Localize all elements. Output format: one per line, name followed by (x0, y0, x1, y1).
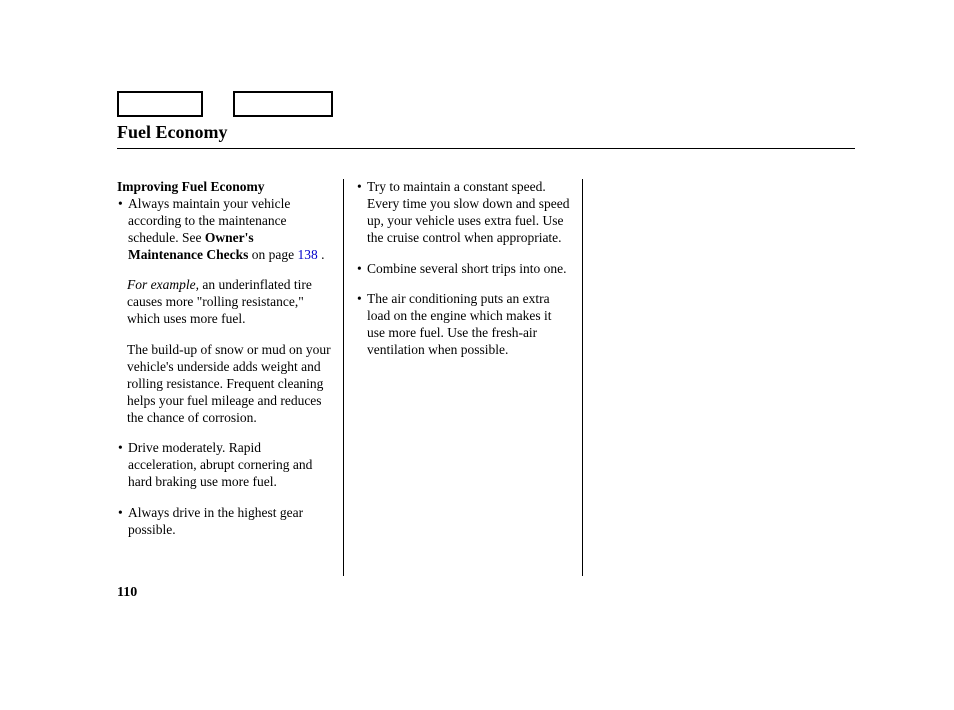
column-1: Improving Fuel Economy • Always maintain… (117, 179, 343, 576)
text-italic: For example, (127, 277, 199, 292)
page-link[interactable]: 138 (297, 247, 317, 262)
text-fragment: on page (248, 247, 297, 262)
paragraph: The build-up of snow or mud on your vehi… (127, 342, 331, 426)
paragraph: For example, an underinflated tire cause… (127, 277, 331, 328)
column-2: • Try to maintain a constant speed. Ever… (356, 179, 582, 576)
bullet-text: The air conditioning puts an extra load … (367, 291, 570, 359)
bullet-dot-icon: • (117, 196, 128, 264)
text-fragment: . (318, 247, 325, 262)
bullet-text: Always maintain your vehicle according t… (128, 196, 331, 264)
bullet-item: • The air conditioning puts an extra loa… (356, 291, 570, 359)
bullet-dot-icon: • (356, 261, 367, 278)
bullet-item: • Always drive in the highest gear possi… (117, 505, 331, 539)
title-rule (117, 148, 855, 149)
bullet-item: • Combine several short trips into one. (356, 261, 570, 278)
bullet-dot-icon: • (117, 440, 128, 491)
bullet-text: Combine several short trips into one. (367, 261, 570, 278)
bullet-item: • Try to maintain a constant speed. Ever… (356, 179, 570, 247)
bullet-dot-icon: • (117, 505, 128, 539)
header-box-1 (117, 91, 203, 117)
page-number: 110 (117, 585, 137, 601)
bullet-text: Try to maintain a constant speed. Every … (367, 179, 570, 247)
body-columns: Improving Fuel Economy • Always maintain… (117, 179, 821, 576)
bullet-text: Always drive in the highest gear possibl… (128, 505, 331, 539)
column-3 (595, 179, 821, 576)
bullet-dot-icon: • (356, 179, 367, 247)
manual-page: Fuel Economy Improving Fuel Economy • Al… (0, 0, 954, 710)
header-box-2 (233, 91, 333, 117)
column-separator (582, 179, 583, 576)
page-title: Fuel Economy (117, 122, 228, 143)
column-separator (343, 179, 344, 576)
bullet-dot-icon: • (356, 291, 367, 359)
subheading: Improving Fuel Economy (117, 179, 331, 196)
header-boxes (117, 91, 333, 117)
bullet-item: • Always maintain your vehicle according… (117, 196, 331, 264)
bullet-text: Drive moderately. Rapid acceleration, ab… (128, 440, 331, 491)
bullet-item: • Drive moderately. Rapid acceleration, … (117, 440, 331, 491)
